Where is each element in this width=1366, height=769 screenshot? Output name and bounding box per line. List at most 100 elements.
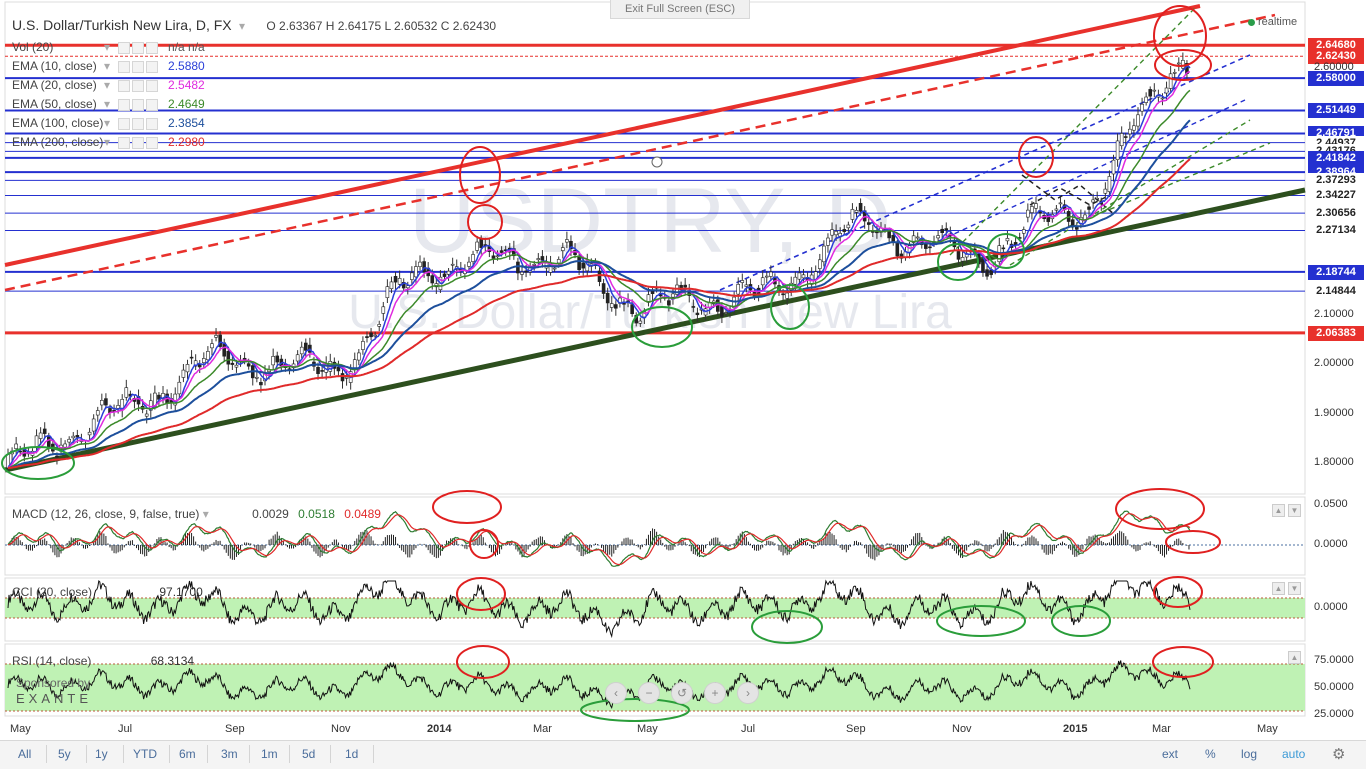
close-icon[interactable] <box>146 136 159 149</box>
indicator-label[interactable]: EMA (50, close) <box>12 97 97 111</box>
settings-icon[interactable] <box>132 41 145 54</box>
indicator-label[interactable]: EMA (100, close) <box>12 116 104 130</box>
indicator-label[interactable]: EMA (20, close) <box>12 78 97 92</box>
chevron-down-icon[interactable]: ▾ <box>104 135 111 149</box>
trend-line-resistance <box>4 4 1201 267</box>
range-button[interactable]: 1d <box>345 747 359 761</box>
eye-icon[interactable] <box>118 136 131 149</box>
zoom-out-icon[interactable]: − <box>638 682 660 704</box>
pane-up-icon[interactable]: ▲ <box>1272 504 1285 517</box>
candle-body <box>842 229 847 232</box>
scroll-left-icon[interactable]: ‹ <box>605 682 627 704</box>
close-icon[interactable] <box>146 41 159 54</box>
settings-icon[interactable] <box>132 117 145 130</box>
chevron-down-icon[interactable]: ▾ <box>104 59 111 73</box>
indicator-row[interactable]: Vol (20) ▾ n/a n/a <box>12 40 205 54</box>
chart-header: U.S. Dollar/Turkish New Lira, D, FX ▾ O … <box>12 17 496 33</box>
macd-label[interactable]: MACD (12, 26, close, 9, false, true) <box>12 507 200 521</box>
indicator-row[interactable]: EMA (20, close) ▾ 2.5482 <box>12 78 205 92</box>
eye-icon[interactable] <box>118 60 131 73</box>
scale-mode-button[interactable]: auto <box>1282 747 1306 761</box>
candle-body <box>214 335 218 338</box>
range-button[interactable]: YTD <box>133 747 157 761</box>
range-button[interactable]: 1y <box>95 747 108 761</box>
macd-legend: MACD (12, 26, close, 9, false, true) ▾ 0… <box>12 507 381 521</box>
candle-body <box>565 239 569 243</box>
price-level-label: 2.30656 <box>1308 206 1364 222</box>
chevron-down-icon[interactable]: ▾ <box>104 78 111 92</box>
scroll-right-icon[interactable]: › <box>737 682 759 704</box>
eye-icon[interactable] <box>118 41 131 54</box>
reset-view-icon[interactable]: ↺ <box>671 682 693 704</box>
cci-label[interactable]: CCI (20, close) <box>12 585 93 599</box>
macd-signal-line <box>7 513 1191 566</box>
candle-body <box>365 336 369 338</box>
settings-icon[interactable] <box>132 136 145 149</box>
close-icon[interactable] <box>146 79 159 92</box>
sponsor-badge[interactable]: Sponsored by EXANTE <box>16 676 136 710</box>
ema-line <box>7 119 1191 469</box>
range-button[interactable]: All <box>18 747 32 761</box>
chevron-down-icon[interactable]: ▾ <box>104 116 111 130</box>
eye-icon[interactable] <box>118 98 131 111</box>
candle-body <box>764 275 769 278</box>
indicator-row[interactable]: EMA (50, close) ▾ 2.4649 <box>12 97 205 111</box>
chevron-down-icon[interactable]: ▾ <box>104 40 111 54</box>
candle-body <box>38 432 43 439</box>
close-icon[interactable] <box>146 98 159 111</box>
candle-body <box>605 292 610 304</box>
candle-body <box>854 210 859 213</box>
macd-value-hist: 0.0029 <box>252 507 289 521</box>
close-icon[interactable] <box>146 117 159 130</box>
candle-body <box>850 209 855 220</box>
scale-mode-button[interactable]: log <box>1241 747 1258 761</box>
symbol-title[interactable]: U.S. Dollar/Turkish New Lira, D, FX <box>12 17 232 33</box>
candle-body <box>785 292 789 299</box>
range-button[interactable]: 3m <box>221 747 238 761</box>
scale-mode-button[interactable]: % <box>1205 747 1216 761</box>
eye-icon[interactable] <box>118 79 131 92</box>
range-button[interactable]: 5d <box>302 747 316 761</box>
candle-body <box>91 418 96 432</box>
indicator-row[interactable]: EMA (100, close)▾ 2.3854 <box>12 116 205 130</box>
indicator-label[interactable]: EMA (10, close) <box>12 59 97 73</box>
eye-icon[interactable] <box>118 117 131 130</box>
range-button[interactable]: 5y <box>58 747 71 761</box>
gear-icon[interactable]: ⚙ <box>1332 746 1346 763</box>
indicator-row[interactable]: EMA (200, close)▾ 2.2980 <box>12 135 205 149</box>
ema-line <box>7 71 1191 469</box>
chevron-down-icon[interactable]: ▾ <box>104 97 111 111</box>
indicator-label[interactable]: Vol (20) <box>12 40 54 54</box>
range-button[interactable]: 1m <box>261 747 278 761</box>
settings-icon[interactable] <box>132 60 145 73</box>
settings-icon[interactable] <box>132 79 145 92</box>
anchor-handle <box>651 156 663 168</box>
settings-icon[interactable] <box>132 98 145 111</box>
pane-down-icon[interactable]: ▼ <box>1288 504 1301 517</box>
candle-body <box>446 270 451 275</box>
zoom-in-icon[interactable]: + <box>704 682 726 704</box>
chevron-down-icon[interactable]: ▾ <box>238 19 246 33</box>
rsi-label[interactable]: RSI (14, close) <box>12 654 92 668</box>
candle-body <box>817 259 822 269</box>
candle-body <box>491 255 496 259</box>
chevron-down-icon[interactable]: ▾ <box>202 507 209 521</box>
candle-body <box>667 300 671 306</box>
trend-line-support <box>4 187 1306 473</box>
candle-body <box>740 280 745 283</box>
candle-body <box>577 255 581 271</box>
candle-body <box>1144 96 1148 103</box>
scale-mode-button[interactable]: ext <box>1162 747 1179 761</box>
close-icon[interactable] <box>146 60 159 73</box>
pane-down-icon[interactable]: ▼ <box>1288 582 1301 595</box>
rsi-value: 68.3134 <box>150 654 195 668</box>
indicator-label[interactable]: EMA (200, close) <box>12 135 104 149</box>
candle-body <box>397 278 402 285</box>
pane-up-icon[interactable]: ▲ <box>1272 582 1285 595</box>
exit-fullscreen-button[interactable]: Exit Full Screen (ESC) <box>610 0 750 19</box>
pane-up-icon[interactable]: ▲ <box>1288 651 1301 664</box>
cci-legend: CCI (20, close) 97.1700 <box>12 585 203 599</box>
fan-line <box>949 7 1196 256</box>
indicator-row[interactable]: EMA (10, close) ▾ 2.5880 <box>12 59 205 73</box>
range-button[interactable]: 6m <box>179 747 196 761</box>
